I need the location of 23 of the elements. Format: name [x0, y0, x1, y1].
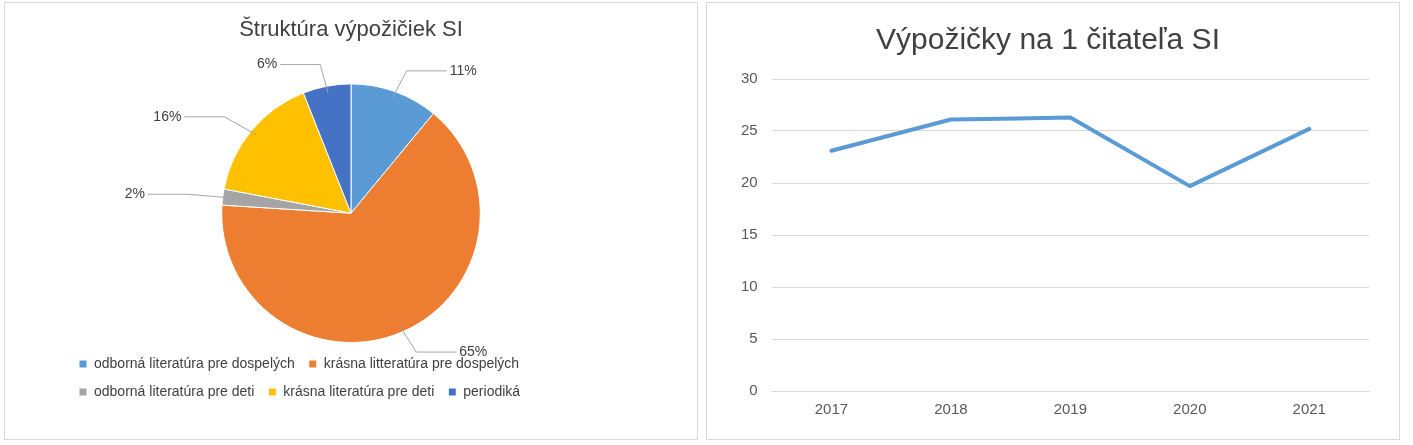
- y-tick-label: 15: [741, 225, 758, 243]
- data-label: 6%: [256, 55, 278, 72]
- y-tick-label: 20: [741, 173, 758, 191]
- data-label: 2%: [124, 185, 145, 202]
- y-tick-label: 10: [741, 277, 758, 295]
- y-tick-label: 5: [749, 329, 758, 347]
- x-tick-label: 2017: [814, 400, 849, 418]
- legend-label: krásna literatúra pre deti: [283, 382, 435, 399]
- data-label: 11%: [449, 61, 477, 78]
- data-label: 65%: [459, 342, 488, 359]
- y-tick-label: 30: [741, 69, 758, 87]
- y-tick-label: 25: [741, 121, 758, 139]
- legend-label: periodiká: [463, 382, 521, 399]
- x-tick-label: 2018: [934, 400, 968, 418]
- chart-title: Výpožičky na 1 čitateľa SI: [876, 22, 1220, 56]
- y-tick-label: 0: [749, 381, 758, 399]
- x-tick-label: 2021: [1292, 400, 1326, 418]
- x-tick-label: 2020: [1173, 400, 1207, 418]
- chart-title: Štruktúra výpožičiek SI: [239, 16, 463, 42]
- x-tick-label: 2019: [1053, 400, 1088, 418]
- legend-label: odborná literatúra pre dospelých: [94, 354, 295, 371]
- data-label: 16%: [153, 107, 182, 124]
- legend-label: odborná literatúra pre deti: [94, 382, 255, 399]
